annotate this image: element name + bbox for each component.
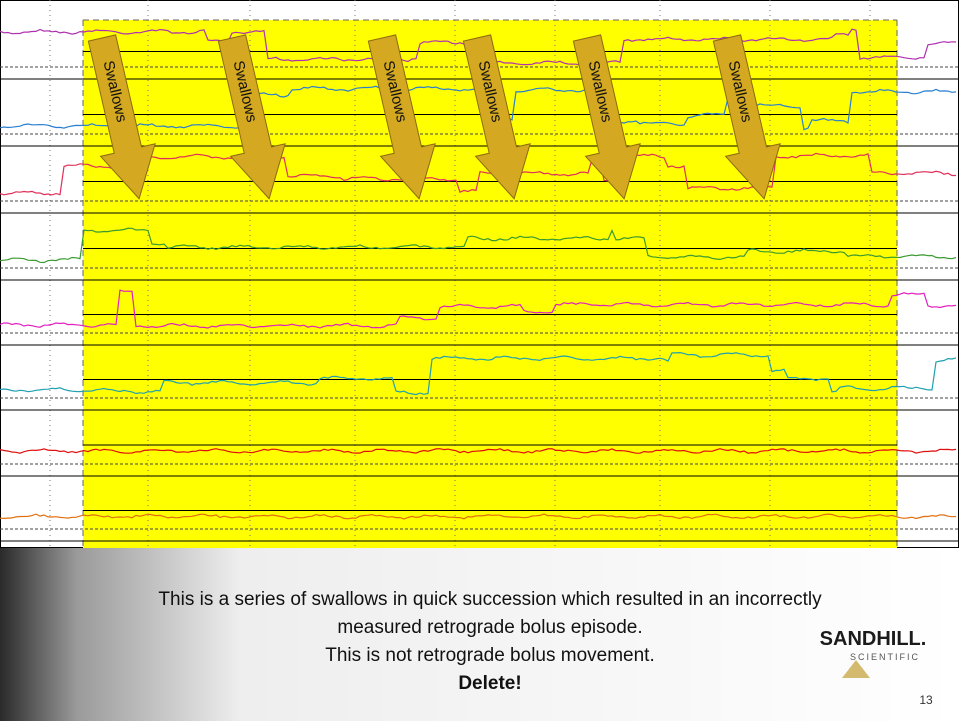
- arrow-shape: [87, 34, 156, 200]
- caption-emphasis: Delete!: [458, 673, 521, 694]
- arrow-shape: [712, 34, 781, 200]
- arrow-shape: [367, 34, 436, 200]
- arrow-shape: [217, 34, 286, 200]
- logo-subtitle: SCIENTIFIC: [850, 652, 920, 662]
- swallow-arrow: Swallows: [87, 34, 156, 200]
- trace: [0, 289, 957, 329]
- logo-name: SANDHILL.: [820, 628, 927, 650]
- page-number: 13: [919, 693, 933, 707]
- arrow-shape: [462, 34, 531, 200]
- logo-mark: [842, 660, 870, 678]
- caption-line: measured retrograde bolus episode.: [337, 617, 642, 638]
- trace: [0, 448, 957, 454]
- caption-line: This is a series of swallows in quick su…: [158, 589, 822, 610]
- swallow-arrow: Swallows: [712, 34, 781, 200]
- arrow-shape: [572, 34, 641, 200]
- footer-background: [0, 548, 959, 721]
- trace: [0, 227, 957, 264]
- arrows: Swallows Swallows Swallows Swallows Swallows…: [87, 34, 781, 200]
- trace: [0, 513, 957, 520]
- trace: [0, 351, 957, 396]
- caption-line: This is not retrograde bolus movement.: [325, 645, 655, 666]
- trace: [0, 152, 956, 196]
